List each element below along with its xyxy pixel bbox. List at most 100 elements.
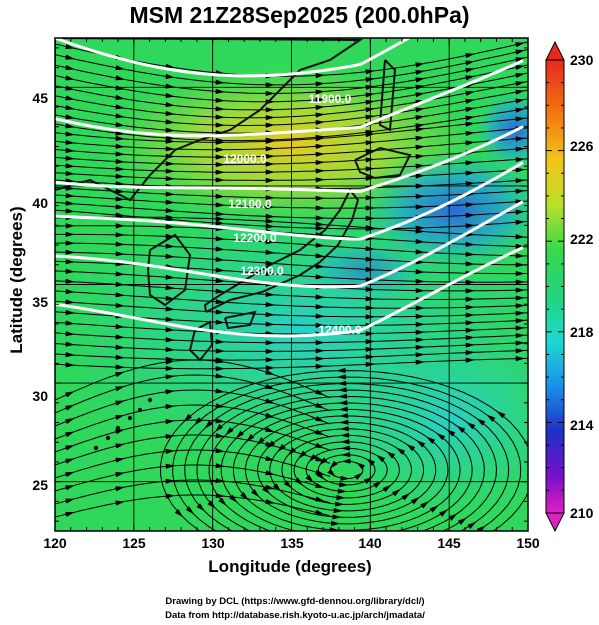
wind-arrow	[315, 159, 325, 166]
wind-arrow	[315, 177, 325, 183]
wind-arrow	[332, 514, 342, 520]
wind-arrow	[426, 436, 436, 444]
wind-arrow	[65, 240, 75, 246]
wind-arrow	[165, 253, 175, 259]
wind-arrow	[165, 337, 175, 343]
wind-arrow	[214, 423, 224, 433]
wind-arrow	[165, 146, 175, 152]
wind-arrow	[215, 236, 225, 242]
wind-arrow	[335, 501, 345, 507]
wind-arrow	[315, 112, 325, 118]
colorbar-label: 218	[570, 324, 594, 340]
wind-arrow	[465, 350, 475, 356]
wind-arrow	[465, 312, 475, 318]
wind-arrow	[165, 316, 175, 322]
wind-arrow	[265, 365, 275, 371]
wind-arrow	[340, 439, 350, 445]
wind-arrow	[265, 484, 275, 490]
wind-arrow	[115, 271, 125, 277]
wind-arrow	[330, 520, 341, 526]
contour-label: 12400.0	[318, 323, 362, 337]
wind-arrow	[515, 287, 525, 293]
wind-arrow	[328, 534, 337, 539]
wind-arrow	[415, 329, 425, 335]
wind-arrow	[65, 418, 75, 424]
wind-arrow	[465, 67, 475, 73]
wind-arrow	[337, 488, 348, 494]
wind-arrow	[115, 94, 125, 100]
wind-arrow	[165, 161, 175, 167]
wind-arrow	[265, 270, 275, 277]
wind-arrow	[329, 527, 339, 531]
wind-arrow	[315, 73, 325, 79]
wind-arrow	[406, 443, 416, 452]
wind-arrow	[415, 352, 425, 358]
wind-arrow	[265, 146, 275, 152]
wind-arrow	[115, 173, 125, 179]
wind-arrow	[465, 60, 475, 66]
wind-arrow	[165, 73, 175, 79]
wind-arrow	[215, 79, 225, 85]
wind-arrow	[65, 139, 75, 145]
coastline-segment	[146, 233, 192, 307]
wind-arrow	[465, 53, 475, 59]
wind-arrow	[333, 507, 344, 514]
wind-arrow	[215, 418, 225, 424]
wind-arrow	[416, 440, 426, 448]
wind-arrow	[515, 295, 525, 301]
contour-label: 12200.0	[233, 231, 277, 245]
wind-arrow	[240, 491, 249, 501]
wind-arrow	[196, 503, 206, 512]
wind-arrow	[415, 115, 425, 121]
wind-arrow	[415, 321, 425, 328]
wind-arrow	[415, 287, 425, 294]
wind-arrow	[265, 499, 275, 505]
wind-arrow	[396, 447, 406, 455]
wind-arrow	[115, 415, 125, 420]
wind-arrow	[215, 216, 225, 222]
wind-arrow	[65, 123, 75, 129]
wind-arrow	[165, 448, 175, 454]
wind-arrow	[256, 437, 265, 446]
wind-arrow	[456, 425, 466, 433]
wind-arrow	[515, 64, 525, 71]
wind-arrow	[215, 278, 225, 284]
wind-arrow	[65, 231, 75, 237]
height-contour	[55, 59, 524, 138]
wind-arrow	[65, 249, 75, 255]
streamline	[257, 421, 437, 518]
wind-arrow	[486, 414, 496, 422]
wind-arrow	[315, 356, 325, 362]
wind-arrow	[315, 509, 325, 515]
credit-drawing: Drawing by DCL (https://www.gfd-dennou.o…	[165, 596, 425, 607]
wind-arrow	[515, 333, 525, 339]
wind-arrow	[315, 340, 325, 346]
streamline	[196, 389, 497, 531]
contour-label: 11900.0	[309, 92, 352, 106]
wind-arrow	[115, 443, 125, 449]
wind-arrow	[115, 354, 125, 360]
wind-arrow	[115, 122, 125, 128]
wind-arrow	[465, 288, 475, 294]
wind-arrow	[115, 113, 125, 119]
wind-arrow	[65, 268, 75, 274]
wind-arrow	[308, 453, 317, 463]
wind-arrow	[415, 305, 425, 311]
wind-arrow	[515, 136, 525, 142]
wind-arrow	[215, 88, 225, 94]
wind-arrow	[215, 433, 225, 439]
wind-arrow	[65, 362, 75, 368]
wind-arrow	[415, 238, 425, 245]
x-tick-label: 145	[437, 535, 461, 551]
wind-arrow	[215, 448, 225, 454]
wind-arrow	[65, 163, 75, 169]
wind-arrow	[465, 223, 475, 229]
temperature-minimum	[360, 150, 528, 270]
streamline	[184, 382, 510, 531]
wind-arrow	[339, 482, 349, 488]
wind-arrow	[265, 441, 275, 447]
wind-arrow	[265, 311, 275, 318]
wind-arrow	[337, 387, 347, 393]
coastline-segment	[378, 59, 397, 132]
colorbar	[545, 40, 565, 533]
